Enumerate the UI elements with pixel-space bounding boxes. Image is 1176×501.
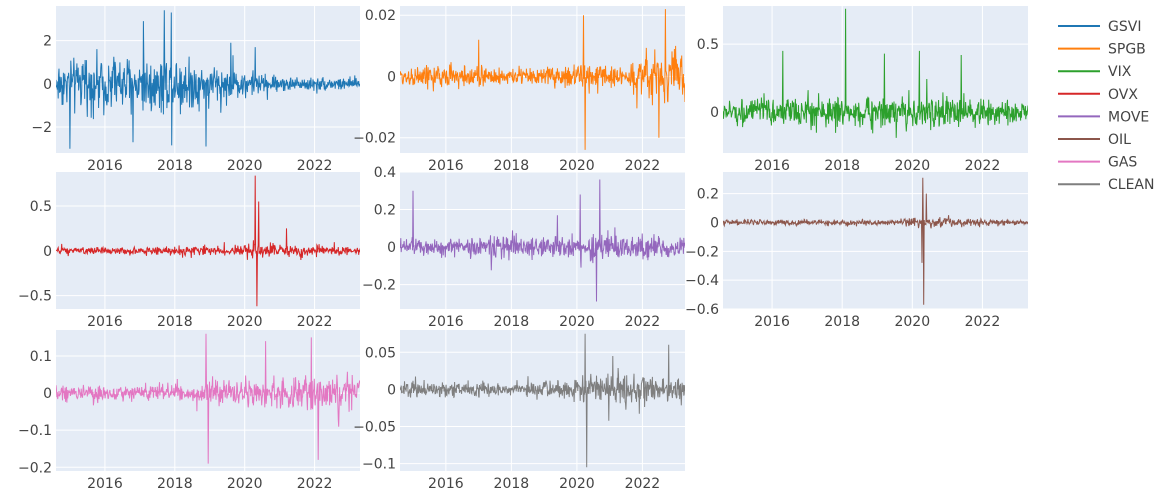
x-tick-label: 2016 — [428, 158, 464, 174]
x-tick-label: 2016 — [428, 476, 464, 492]
panel-clean: −0.1 −0.05 0 0.05 2016 2018 2020 2022 — [353, 330, 685, 492]
x-tick-label: 2022 — [297, 314, 333, 330]
y-tick-label: −0.2 — [362, 278, 396, 294]
y-tick-label: 0 — [43, 244, 52, 260]
legend-label-move: MOVE — [1108, 109, 1149, 125]
series-line-clean — [400, 333, 685, 468]
x-tick-label: 2018 — [494, 476, 530, 492]
y-tick-label: −0.05 — [353, 419, 396, 435]
series-line-oil — [723, 177, 1028, 305]
x-tick-label: 2022 — [625, 476, 661, 492]
x-tick-label: 2016 — [754, 314, 790, 330]
x-tick-label: 2016 — [87, 476, 123, 492]
plot-background — [400, 330, 685, 471]
series-line-spgb — [400, 9, 685, 150]
x-tick-label: 2022 — [297, 476, 333, 492]
panel-oil: −0.6 −0.4 −0.2 0 0.2 2016 2018 2020 2022 — [685, 172, 1028, 330]
panel-ovx: −0.5 0 0.5 2016 2018 2020 2022 — [18, 172, 360, 330]
x-tick-label: 2022 — [625, 158, 661, 174]
x-tick-label: 2022 — [965, 314, 1001, 330]
series-line-ovx — [56, 175, 360, 307]
panel-vix: 0 0.5 2016 2018 2020 2022 — [697, 6, 1028, 174]
legend-label-spgb: SPGB — [1108, 42, 1146, 58]
y-tick-label: 0 — [387, 240, 396, 256]
x-tick-label: 2020 — [559, 314, 595, 330]
y-tick-label: 0 — [710, 215, 719, 231]
x-tick-label: 2016 — [428, 314, 464, 330]
panel-spgb: −0.02 0 0.02 2016 2018 2020 2022 — [353, 6, 685, 174]
y-tick-label: −0.1 — [362, 457, 396, 473]
x-tick-label: 2020 — [227, 314, 263, 330]
panel-gas: −0.2 −0.1 0 0.1 2016 2018 2020 2022 — [18, 330, 360, 492]
y-tick-label: 0 — [710, 105, 719, 121]
x-tick-label: 2016 — [87, 158, 123, 174]
legend: GSVI SPGB VIX OVX MOVE OIL GAS CLEAN — [1058, 19, 1154, 193]
x-tick-label: 2018 — [157, 314, 193, 330]
y-tick-label: 0.5 — [30, 199, 52, 215]
plot-background — [400, 172, 685, 309]
y-tick-label: 0.2 — [374, 203, 396, 219]
x-tick-label: 2020 — [559, 476, 595, 492]
x-tick-label: 2020 — [227, 476, 263, 492]
y-tick-label: 0.1 — [30, 349, 52, 365]
y-tick-label: 0 — [43, 77, 52, 93]
x-tick-label: 2022 — [297, 158, 333, 174]
x-tick-label: 2020 — [227, 158, 263, 174]
plot-background — [56, 172, 360, 309]
x-tick-label: 2018 — [824, 314, 860, 330]
plot-background — [56, 6, 360, 153]
x-tick-label: 2020 — [894, 314, 930, 330]
legend-label-gas: GAS — [1108, 155, 1137, 171]
y-tick-label: 0.5 — [697, 37, 719, 53]
x-tick-label: 2022 — [965, 158, 1001, 174]
y-tick-label: −0.02 — [353, 131, 396, 147]
series-line-gas — [56, 333, 360, 464]
y-tick-label: 2 — [43, 34, 52, 50]
series-line-gsvi — [56, 10, 360, 149]
plot-background — [723, 6, 1028, 153]
legend-label-vix: VIX — [1108, 64, 1132, 80]
y-tick-label: 0 — [43, 386, 52, 402]
x-tick-label: 2018 — [157, 158, 193, 174]
y-tick-label: −0.2 — [685, 244, 719, 260]
series-line-vix — [723, 8, 1028, 138]
x-tick-label: 2018 — [494, 158, 530, 174]
y-tick-label: −0.2 — [18, 460, 52, 476]
legend-label-clean: CLEAN — [1108, 177, 1154, 193]
plot-background — [723, 172, 1028, 309]
x-tick-label: 2016 — [754, 158, 790, 174]
y-tick-label: 0 — [387, 382, 396, 398]
legend-label-gsvi: GSVI — [1108, 19, 1141, 35]
y-tick-label: −0.1 — [18, 423, 52, 439]
x-tick-label: 2020 — [894, 158, 930, 174]
y-tick-label: −0.6 — [685, 302, 719, 318]
series-line-move — [400, 179, 685, 302]
y-tick-label: 0.2 — [697, 187, 719, 203]
y-tick-label: 0.02 — [365, 8, 396, 24]
y-tick-label: 0.4 — [374, 165, 396, 181]
y-tick-label: −0.4 — [685, 273, 719, 289]
y-tick-label: −0.5 — [18, 289, 52, 305]
y-tick-label: −2 — [31, 120, 52, 136]
legend-label-ovx: OVX — [1108, 87, 1138, 103]
panel-move: −0.2 0 0.2 0.4 2016 2018 2020 2022 — [362, 165, 685, 330]
x-tick-label: 2018 — [494, 314, 530, 330]
panel-gsvi: −2 0 2 2016 2018 2020 2022 — [31, 6, 360, 174]
x-tick-label: 2016 — [87, 314, 123, 330]
x-tick-label: 2022 — [625, 314, 661, 330]
x-tick-label: 2020 — [559, 158, 595, 174]
legend-label-oil: OIL — [1108, 132, 1131, 148]
y-tick-label: 0 — [387, 69, 396, 85]
x-tick-label: 2018 — [824, 158, 860, 174]
y-tick-label: 0.05 — [365, 345, 396, 361]
x-tick-label: 2018 — [157, 476, 193, 492]
